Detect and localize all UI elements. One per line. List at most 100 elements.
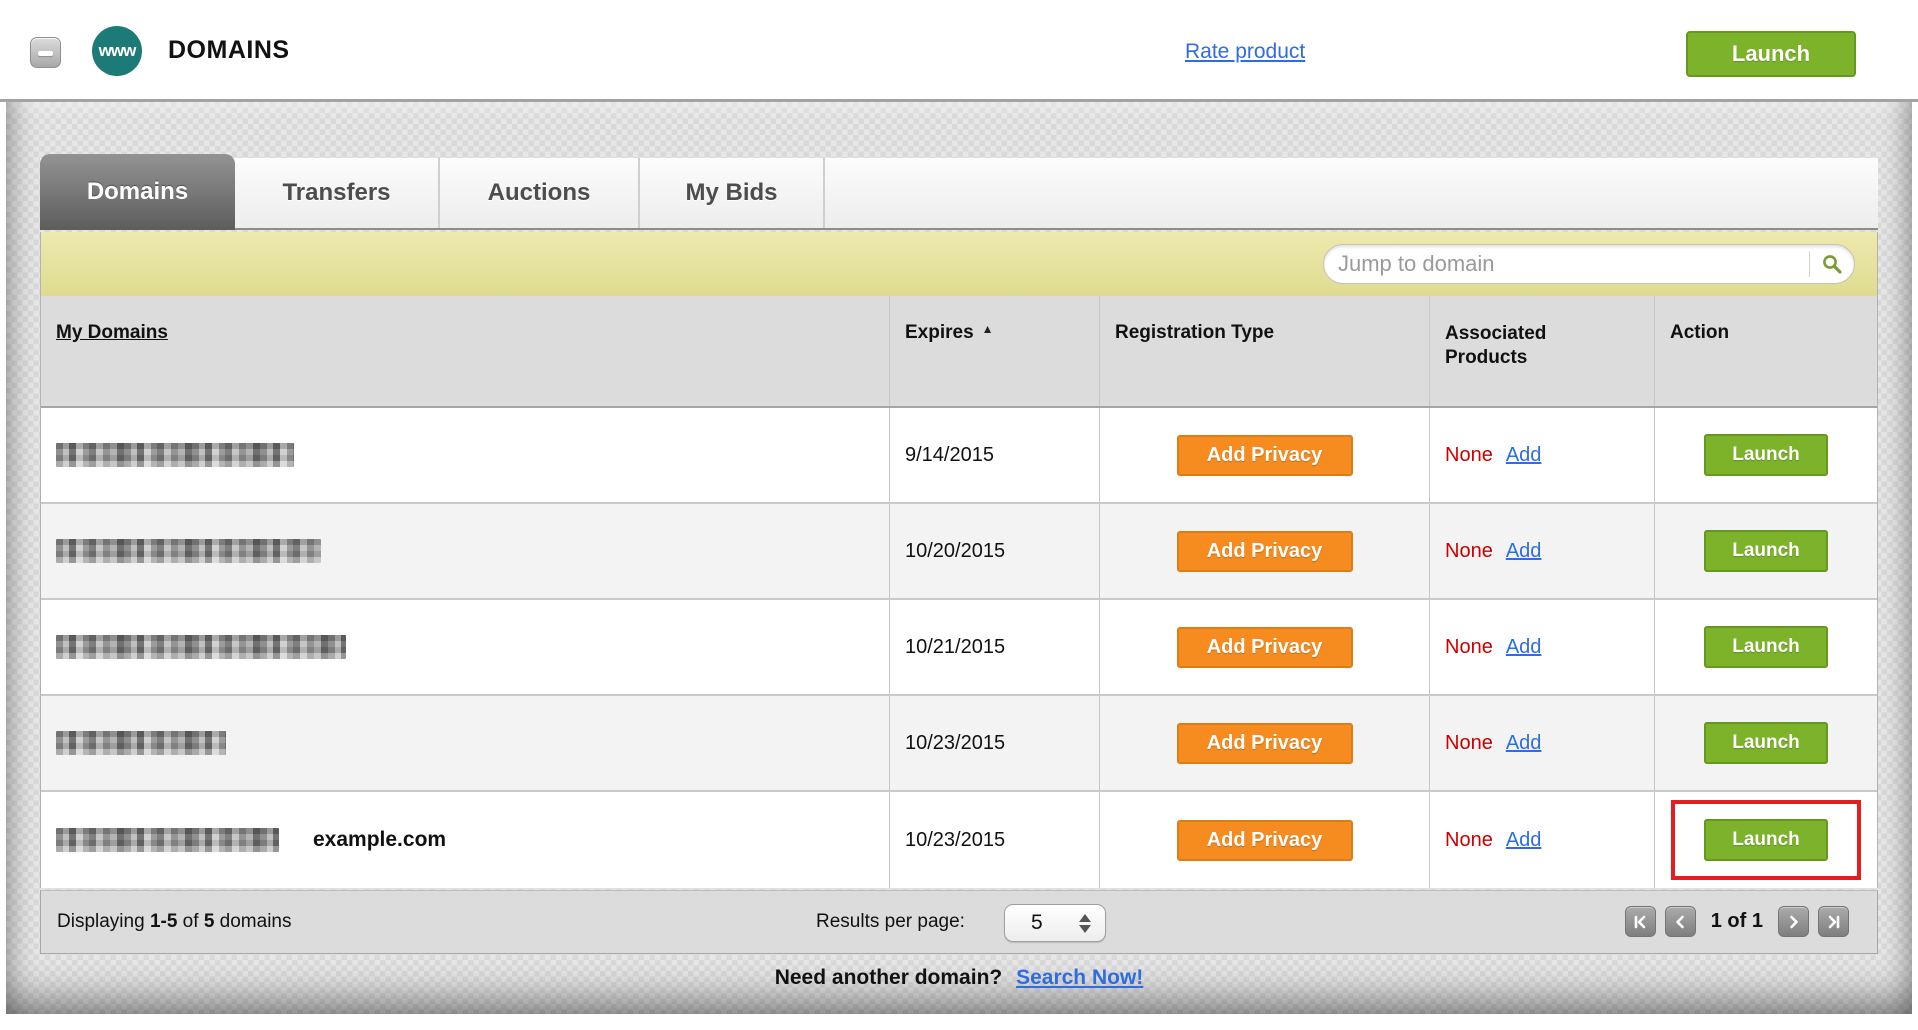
redacted-domain [56, 828, 279, 852]
expires-cell: 10/23/2015 [890, 792, 1100, 888]
add-product-link[interactable]: Add [1505, 539, 1542, 562]
tab-domains[interactable]: Domains [40, 154, 235, 230]
minimize-button[interactable] [30, 37, 61, 68]
column-header-my-domains: My Domains [41, 296, 890, 406]
last-page-icon [1828, 915, 1839, 928]
redacted-domain [56, 443, 294, 467]
registration-cell: Add Privacy [1100, 792, 1430, 888]
expires-cell: 10/21/2015 [890, 600, 1100, 694]
last-page-button[interactable] [1818, 906, 1849, 937]
tab-bar: Domains Transfers Auctions My Bids [40, 154, 1878, 230]
launch-button[interactable]: Launch [1704, 434, 1828, 476]
displaying-text: Displaying 1-5 of 5 domains [57, 911, 292, 933]
registration-cell: Add Privacy [1100, 696, 1430, 790]
tab-auctions[interactable]: Auctions [440, 158, 640, 228]
launch-button-highlighted[interactable]: Launch [1704, 819, 1828, 861]
associated-cell: None Add [1430, 600, 1655, 694]
expiry-date: 10/23/2015 [905, 731, 1006, 754]
table-row: 9/14/2015 Add Privacy None Add Launch [41, 408, 1877, 504]
registration-cell: Add Privacy [1100, 408, 1430, 502]
expires-cell: 10/23/2015 [890, 696, 1100, 790]
table-footer: Displaying 1-5 of 5 domains Results per … [40, 890, 1878, 954]
associated-none: None [1445, 828, 1493, 851]
minus-icon [38, 51, 53, 56]
bottom-prompt: Need another domain? Search Now! [0, 966, 1918, 990]
tab-my-bids[interactable]: My Bids [640, 158, 825, 228]
stepper-icon [1079, 913, 1091, 933]
associated-none: None [1445, 539, 1493, 562]
add-product-link[interactable]: Add [1505, 731, 1542, 754]
associated-cell: None Add [1430, 696, 1655, 790]
domain-cell: example.com [41, 792, 890, 888]
column-header-registration-type: Registration Type [1100, 296, 1430, 406]
action-cell: Launch [1655, 504, 1877, 598]
associated-cell: None Add [1430, 408, 1655, 502]
domain-cell [41, 696, 890, 790]
table-row: 10/20/2015 Add Privacy None Add Launch [41, 504, 1877, 600]
add-product-link[interactable]: Add [1505, 635, 1542, 658]
need-domain-text: Need another domain? [774, 966, 1003, 989]
add-privacy-button[interactable]: Add Privacy [1176, 530, 1353, 572]
expiry-date: 9/14/2015 [905, 443, 994, 466]
search-divider [1809, 251, 1810, 277]
redacted-domain [56, 539, 321, 563]
action-cell: Launch [1655, 792, 1877, 888]
expiry-date: 10/21/2015 [905, 635, 1006, 658]
add-privacy-button[interactable]: Add Privacy [1176, 819, 1353, 861]
registration-cell: Add Privacy [1100, 600, 1430, 694]
pagination: 1 of 1 [1624, 906, 1849, 937]
associated-none: None [1445, 635, 1493, 658]
add-privacy-button[interactable]: Add Privacy [1176, 722, 1353, 764]
associated-cell: None Add [1430, 792, 1655, 888]
table-row: 10/21/2015 Add Privacy None Add Launch [41, 600, 1877, 696]
displaying-suffix: domains [214, 911, 292, 932]
action-cell: Launch [1655, 408, 1877, 502]
associated-products-label: Associated Products [1445, 323, 1547, 368]
page-title: DOMAINS [168, 36, 290, 64]
header-divider [0, 99, 1918, 102]
expiry-date: 10/20/2015 [905, 539, 1006, 562]
tab-transfers[interactable]: Transfers [235, 158, 440, 228]
results-per-page-select[interactable]: 5 [1004, 904, 1106, 942]
prev-page-button[interactable] [1664, 906, 1696, 937]
associated-cell: None Add [1430, 504, 1655, 598]
first-page-button[interactable] [1624, 906, 1656, 937]
my-domains-sort-link[interactable]: My Domains [56, 322, 168, 343]
domain-annotation: example.com [313, 828, 447, 851]
action-cell: Launch [1655, 600, 1877, 694]
launch-button[interactable]: Launch [1704, 722, 1828, 764]
redacted-domain [56, 635, 346, 659]
associated-none: None [1445, 731, 1493, 754]
launch-button[interactable]: Launch [1704, 530, 1828, 572]
add-product-link[interactable]: Add [1505, 828, 1542, 851]
rate-product-link[interactable]: Rate product [1185, 40, 1306, 63]
www-logo-text: www [98, 41, 137, 60]
add-privacy-button[interactable]: Add Privacy [1176, 434, 1353, 476]
displaying-total: 5 [203, 911, 215, 932]
registration-cell: Add Privacy [1100, 504, 1430, 598]
displaying-mid: of [177, 911, 204, 932]
add-privacy-button[interactable]: Add Privacy [1176, 626, 1353, 668]
registration-type-label: Registration Type [1115, 322, 1275, 343]
next-page-icon [1789, 915, 1798, 928]
next-page-button[interactable] [1778, 906, 1809, 937]
displaying-range: 1-5 [149, 911, 178, 932]
expires-sort-link[interactable]: Expires [905, 322, 974, 343]
expires-cell: 9/14/2015 [890, 408, 1100, 502]
add-product-link[interactable]: Add [1505, 443, 1542, 466]
domain-cell [41, 600, 890, 694]
highlight-box: Launch [1671, 800, 1861, 880]
domain-cell [41, 504, 890, 598]
first-page-icon [1634, 915, 1646, 928]
launch-button[interactable]: Launch [1704, 626, 1828, 668]
associated-none: None [1445, 443, 1493, 466]
tab-bar-filler [825, 158, 1878, 228]
search-input[interactable] [1324, 251, 1809, 277]
domain-cell [41, 408, 890, 502]
search-now-link[interactable]: Search Now! [1016, 966, 1144, 989]
column-header-associated-products: Associated Products [1430, 296, 1655, 406]
results-per-page-value: 5 [1031, 911, 1043, 934]
search-icon[interactable] [1810, 253, 1854, 275]
launch-button-header[interactable]: Launch [1686, 31, 1856, 77]
displaying-prefix: Displaying [57, 911, 150, 932]
